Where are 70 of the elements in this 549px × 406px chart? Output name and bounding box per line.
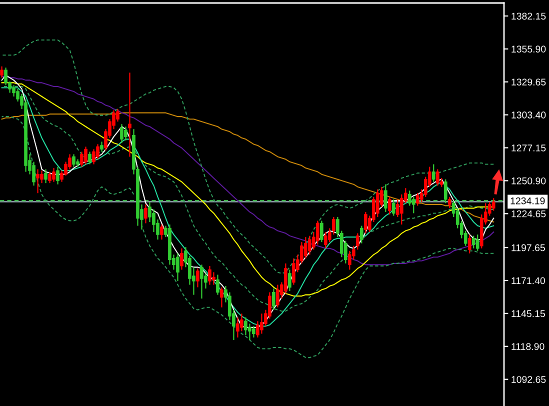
candlestick	[392, 198, 396, 216]
candlestick	[468, 234, 472, 254]
candlestick	[476, 234, 480, 252]
candlestick	[236, 316, 240, 338]
y-tick-label: 1224.65	[512, 210, 546, 218]
candlestick	[448, 196, 452, 209]
candlestick	[72, 154, 76, 168]
candlestick	[220, 286, 224, 308]
y-tick-label: 1250.90	[512, 177, 546, 184]
candlestick	[120, 124, 124, 144]
candlestick	[348, 250, 352, 270]
candlestick	[292, 258, 296, 286]
ref-line-label: 1234.19	[510, 197, 545, 204]
y-tick-label: 1118.90	[512, 343, 544, 350]
candlestick	[216, 274, 220, 296]
y-tick-label: 1145.15	[512, 310, 545, 318]
candlestick	[284, 262, 288, 294]
candlestick	[244, 316, 248, 336]
candlestick	[48, 171, 52, 184]
candlestick	[288, 269, 292, 292]
candlestick	[360, 225, 364, 244]
y-tick-label: 1303.40	[512, 112, 546, 118]
candlestick	[160, 224, 164, 240]
candlestick	[36, 168, 40, 194]
line-series	[1, 112, 494, 223]
candlestick	[364, 211, 368, 234]
candlestick	[84, 146, 88, 165]
candlestick	[88, 151, 92, 165]
candlestick	[128, 72, 132, 158]
candlestick	[44, 168, 48, 184]
candlestick	[272, 288, 276, 310]
candlestick	[432, 164, 436, 182]
candlestick	[472, 235, 476, 249]
y-tick-label: 1171.40	[512, 277, 545, 284]
y-tick-label: 1277.15	[512, 144, 546, 152]
candlestick	[304, 236, 308, 259]
candlestick	[12, 84, 16, 98]
candlestick	[180, 248, 184, 270]
candlestick	[124, 126, 128, 141]
candlestick	[212, 272, 216, 286]
candlestick	[308, 235, 312, 256]
candlestick	[384, 184, 388, 213]
y-tick-label: 1382.15	[512, 12, 546, 20]
candlestick	[208, 265, 212, 286]
candlestick	[176, 252, 180, 282]
candlestick	[276, 284, 280, 308]
candlestick	[356, 232, 360, 250]
candlestick	[320, 220, 324, 243]
candlestick	[0, 66, 4, 78]
candlestick	[100, 141, 104, 152]
candlestick	[252, 326, 256, 338]
candlestick	[416, 192, 420, 206]
candlestick	[196, 268, 200, 288]
candlestick	[200, 264, 204, 300]
candlestick	[316, 220, 320, 246]
candlestick	[412, 196, 416, 214]
y-tick-label: 1329.65	[512, 78, 546, 86]
candlestick	[492, 198, 496, 212]
candlestick	[56, 166, 60, 185]
y-tick-label: 1355.90	[512, 46, 546, 53]
y-tick-label: 1197.65	[512, 244, 545, 252]
candlestick	[376, 188, 380, 218]
candlestick	[260, 313, 264, 334]
candlestick	[444, 178, 448, 204]
candlestick	[324, 231, 328, 249]
candlestick	[388, 196, 392, 216]
y-tick-label: 1092.65	[512, 376, 546, 383]
candlestick	[52, 167, 56, 182]
candlestick	[144, 204, 148, 224]
candlestick	[436, 168, 440, 186]
